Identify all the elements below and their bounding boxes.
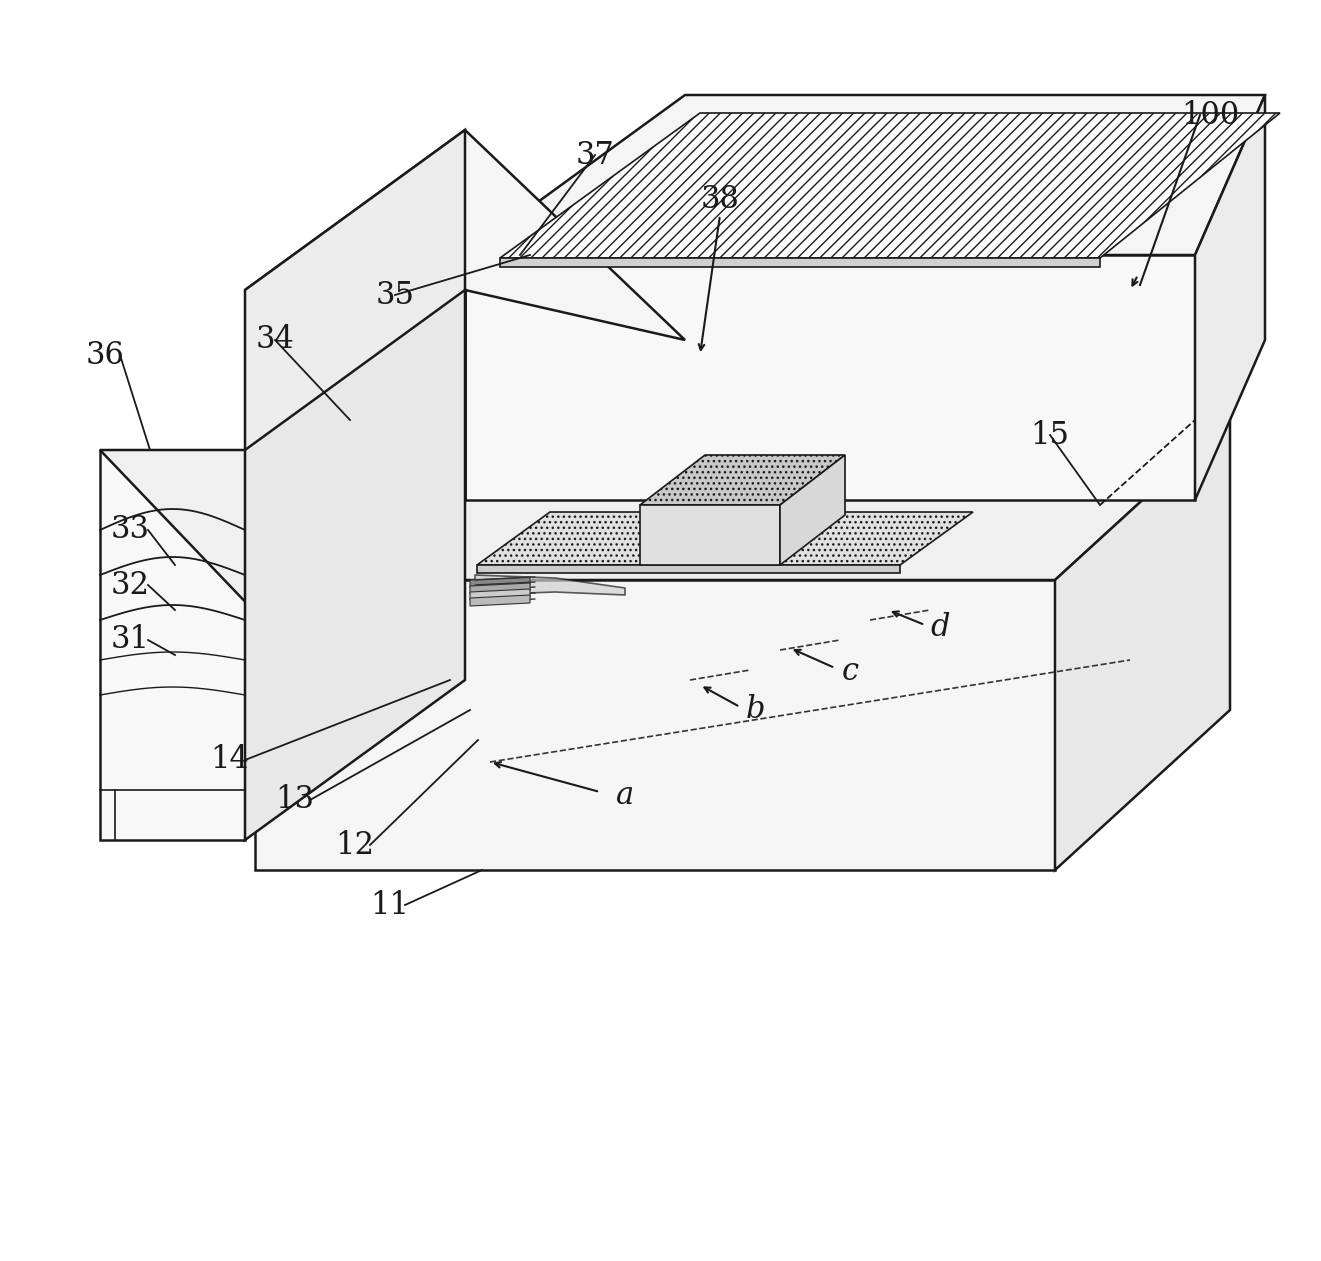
Polygon shape <box>1055 420 1230 870</box>
Polygon shape <box>470 578 530 588</box>
Text: b: b <box>745 695 765 725</box>
Polygon shape <box>470 583 530 594</box>
Text: d: d <box>930 613 950 643</box>
Polygon shape <box>244 130 686 340</box>
Text: 35: 35 <box>375 280 415 310</box>
Text: 37: 37 <box>576 140 614 170</box>
Polygon shape <box>465 95 1266 255</box>
Text: 11: 11 <box>370 889 410 921</box>
Polygon shape <box>100 450 465 680</box>
Text: 12: 12 <box>336 830 374 860</box>
Text: 31: 31 <box>111 624 149 656</box>
Polygon shape <box>255 420 1230 580</box>
Text: 13: 13 <box>276 784 314 816</box>
Polygon shape <box>244 130 465 501</box>
Text: 33: 33 <box>111 514 149 546</box>
Polygon shape <box>1196 95 1266 501</box>
Text: 15: 15 <box>1030 420 1070 450</box>
Polygon shape <box>477 512 974 565</box>
Polygon shape <box>476 575 625 595</box>
Polygon shape <box>639 504 779 565</box>
Text: 14: 14 <box>210 744 250 776</box>
Text: 36: 36 <box>86 339 124 371</box>
Polygon shape <box>779 455 845 565</box>
Polygon shape <box>470 595 530 607</box>
Polygon shape <box>470 589 530 600</box>
Text: 32: 32 <box>111 570 149 600</box>
Text: 38: 38 <box>700 184 740 216</box>
Polygon shape <box>501 113 1280 259</box>
Polygon shape <box>100 450 244 840</box>
Polygon shape <box>501 259 1100 267</box>
Text: 34: 34 <box>256 324 295 356</box>
Polygon shape <box>255 580 1055 870</box>
Polygon shape <box>639 455 845 504</box>
Text: c: c <box>841 657 859 687</box>
Polygon shape <box>244 290 465 840</box>
Text: a: a <box>616 779 634 811</box>
Polygon shape <box>244 290 465 501</box>
Polygon shape <box>465 255 1196 501</box>
Polygon shape <box>477 565 900 572</box>
Text: 100: 100 <box>1181 100 1239 130</box>
